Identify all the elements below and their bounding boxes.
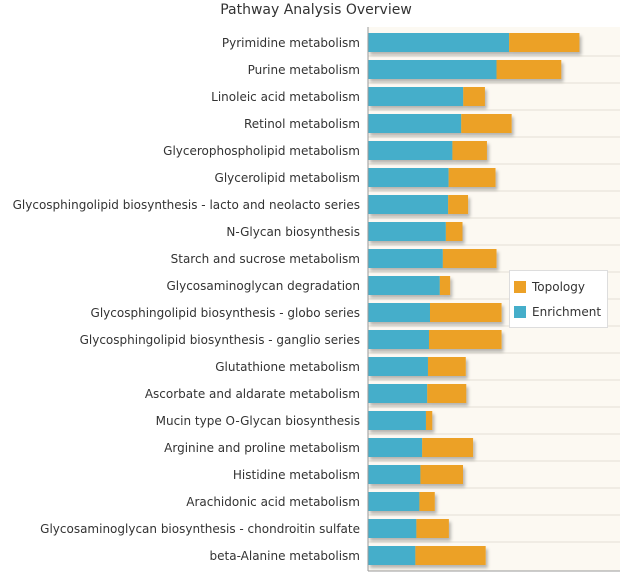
- bar-enrichment[interactable]: [368, 465, 421, 484]
- bar-stack: [368, 465, 464, 484]
- bar-enrichment[interactable]: [368, 303, 430, 322]
- bar-topology[interactable]: [422, 438, 474, 457]
- bar-stack: [368, 60, 562, 79]
- bar-enrichment[interactable]: [368, 330, 429, 349]
- bar-stack: [368, 114, 512, 133]
- bar-enrichment[interactable]: [368, 60, 497, 79]
- bar-topology[interactable]: [496, 60, 562, 79]
- bar-topology[interactable]: [415, 546, 486, 565]
- bar-topology[interactable]: [463, 87, 485, 106]
- bar-enrichment[interactable]: [368, 33, 510, 52]
- category-label: Purine metabolism: [248, 63, 360, 77]
- bar-topology[interactable]: [439, 276, 451, 295]
- bar-enrichment[interactable]: [368, 87, 464, 106]
- legend-swatch-enrichment: [514, 306, 526, 318]
- bar-stack: [368, 357, 466, 376]
- bar-topology[interactable]: [442, 249, 497, 268]
- bar-enrichment[interactable]: [368, 492, 420, 511]
- category-label: Glycerolipid metabolism: [215, 171, 360, 185]
- category-label: Ascorbate and aldarate metabolism: [145, 387, 360, 401]
- category-label: Mucin type O-Glycan biosynthesis: [156, 414, 360, 428]
- bar-stack: [368, 222, 463, 241]
- bar-stack: [368, 168, 496, 187]
- category-label: Glycosphingolipid biosynthesis - globo s…: [91, 306, 360, 320]
- category-label: Glycerophospholipid metabolism: [163, 144, 360, 158]
- bar-topology[interactable]: [448, 195, 469, 214]
- legend-item-topology: Topology: [514, 278, 585, 296]
- bar-topology[interactable]: [427, 384, 467, 403]
- bar-enrichment[interactable]: [368, 438, 423, 457]
- bar-stack: [368, 330, 502, 349]
- bar-topology[interactable]: [448, 168, 496, 187]
- bar-topology[interactable]: [445, 222, 463, 241]
- bar-enrichment[interactable]: [368, 357, 428, 376]
- bar-topology[interactable]: [419, 492, 435, 511]
- bar-enrichment[interactable]: [368, 519, 417, 538]
- category-label: Pyrimidine metabolism: [222, 36, 360, 50]
- bar-stack: [368, 249, 497, 268]
- bar-stack: [368, 33, 580, 52]
- bar-enrichment[interactable]: [368, 411, 426, 430]
- category-label: beta-Alanine metabolism: [210, 549, 360, 563]
- category-label: Glycosaminoglycan degradation: [166, 279, 360, 293]
- bar-enrichment[interactable]: [368, 546, 416, 565]
- category-label: Histidine metabolism: [233, 468, 360, 482]
- bar-stack: [368, 492, 435, 511]
- bar-stack: [368, 546, 486, 565]
- category-label: Arginine and proline metabolism: [164, 441, 360, 455]
- bar-stack: [368, 303, 502, 322]
- bar-topology[interactable]: [416, 519, 449, 538]
- category-label: Glycosphingolipid biosynthesis - lacto a…: [13, 198, 360, 212]
- bar-enrichment[interactable]: [368, 114, 462, 133]
- category-label: Glutathione metabolism: [215, 360, 360, 374]
- bar-stack: [368, 276, 451, 295]
- bar-topology[interactable]: [420, 465, 464, 484]
- legend-label-topology: Topology: [532, 280, 585, 294]
- bar-topology[interactable]: [427, 357, 466, 376]
- bar-stack: [368, 519, 449, 538]
- chart-title: Pathway Analysis Overview: [220, 2, 412, 18]
- bar-enrichment[interactable]: [368, 168, 449, 187]
- category-label: Glycosphingolipid biosynthesis - ganglio…: [80, 333, 360, 347]
- category-label: Glycosaminoglycan biosynthesis - chondro…: [40, 522, 360, 536]
- legend-item-enrichment: Enrichment: [514, 303, 601, 321]
- category-label: Linoleic acid metabolism: [211, 90, 360, 104]
- legend-swatch-topology: [514, 281, 526, 293]
- bar-topology[interactable]: [461, 114, 512, 133]
- bar-stack: [368, 195, 469, 214]
- bar-topology[interactable]: [429, 303, 502, 322]
- bar-topology[interactable]: [425, 411, 433, 430]
- chart-legend: Topology Enrichment: [509, 270, 608, 328]
- bar-stack: [368, 438, 474, 457]
- bar-stack: [368, 141, 487, 160]
- category-label: Retinol metabolism: [244, 117, 360, 131]
- bar-enrichment[interactable]: [368, 276, 440, 295]
- bar-topology[interactable]: [452, 141, 487, 160]
- category-label: N-Glycan biosynthesis: [226, 225, 360, 239]
- bar-stack: [368, 411, 433, 430]
- bar-enrichment[interactable]: [368, 141, 453, 160]
- bar-enrichment[interactable]: [368, 384, 428, 403]
- bar-enrichment[interactable]: [368, 222, 446, 241]
- bar-topology[interactable]: [428, 330, 502, 349]
- bar-enrichment[interactable]: [368, 249, 443, 268]
- category-label: Arachidonic acid metabolism: [186, 495, 360, 509]
- bar-stack: [368, 87, 485, 106]
- legend-label-enrichment: Enrichment: [532, 305, 602, 319]
- bar-stack: [368, 384, 467, 403]
- category-label: Starch and sucrose metabolism: [171, 252, 360, 266]
- bar-enrichment[interactable]: [368, 195, 449, 214]
- bar-topology[interactable]: [509, 33, 580, 52]
